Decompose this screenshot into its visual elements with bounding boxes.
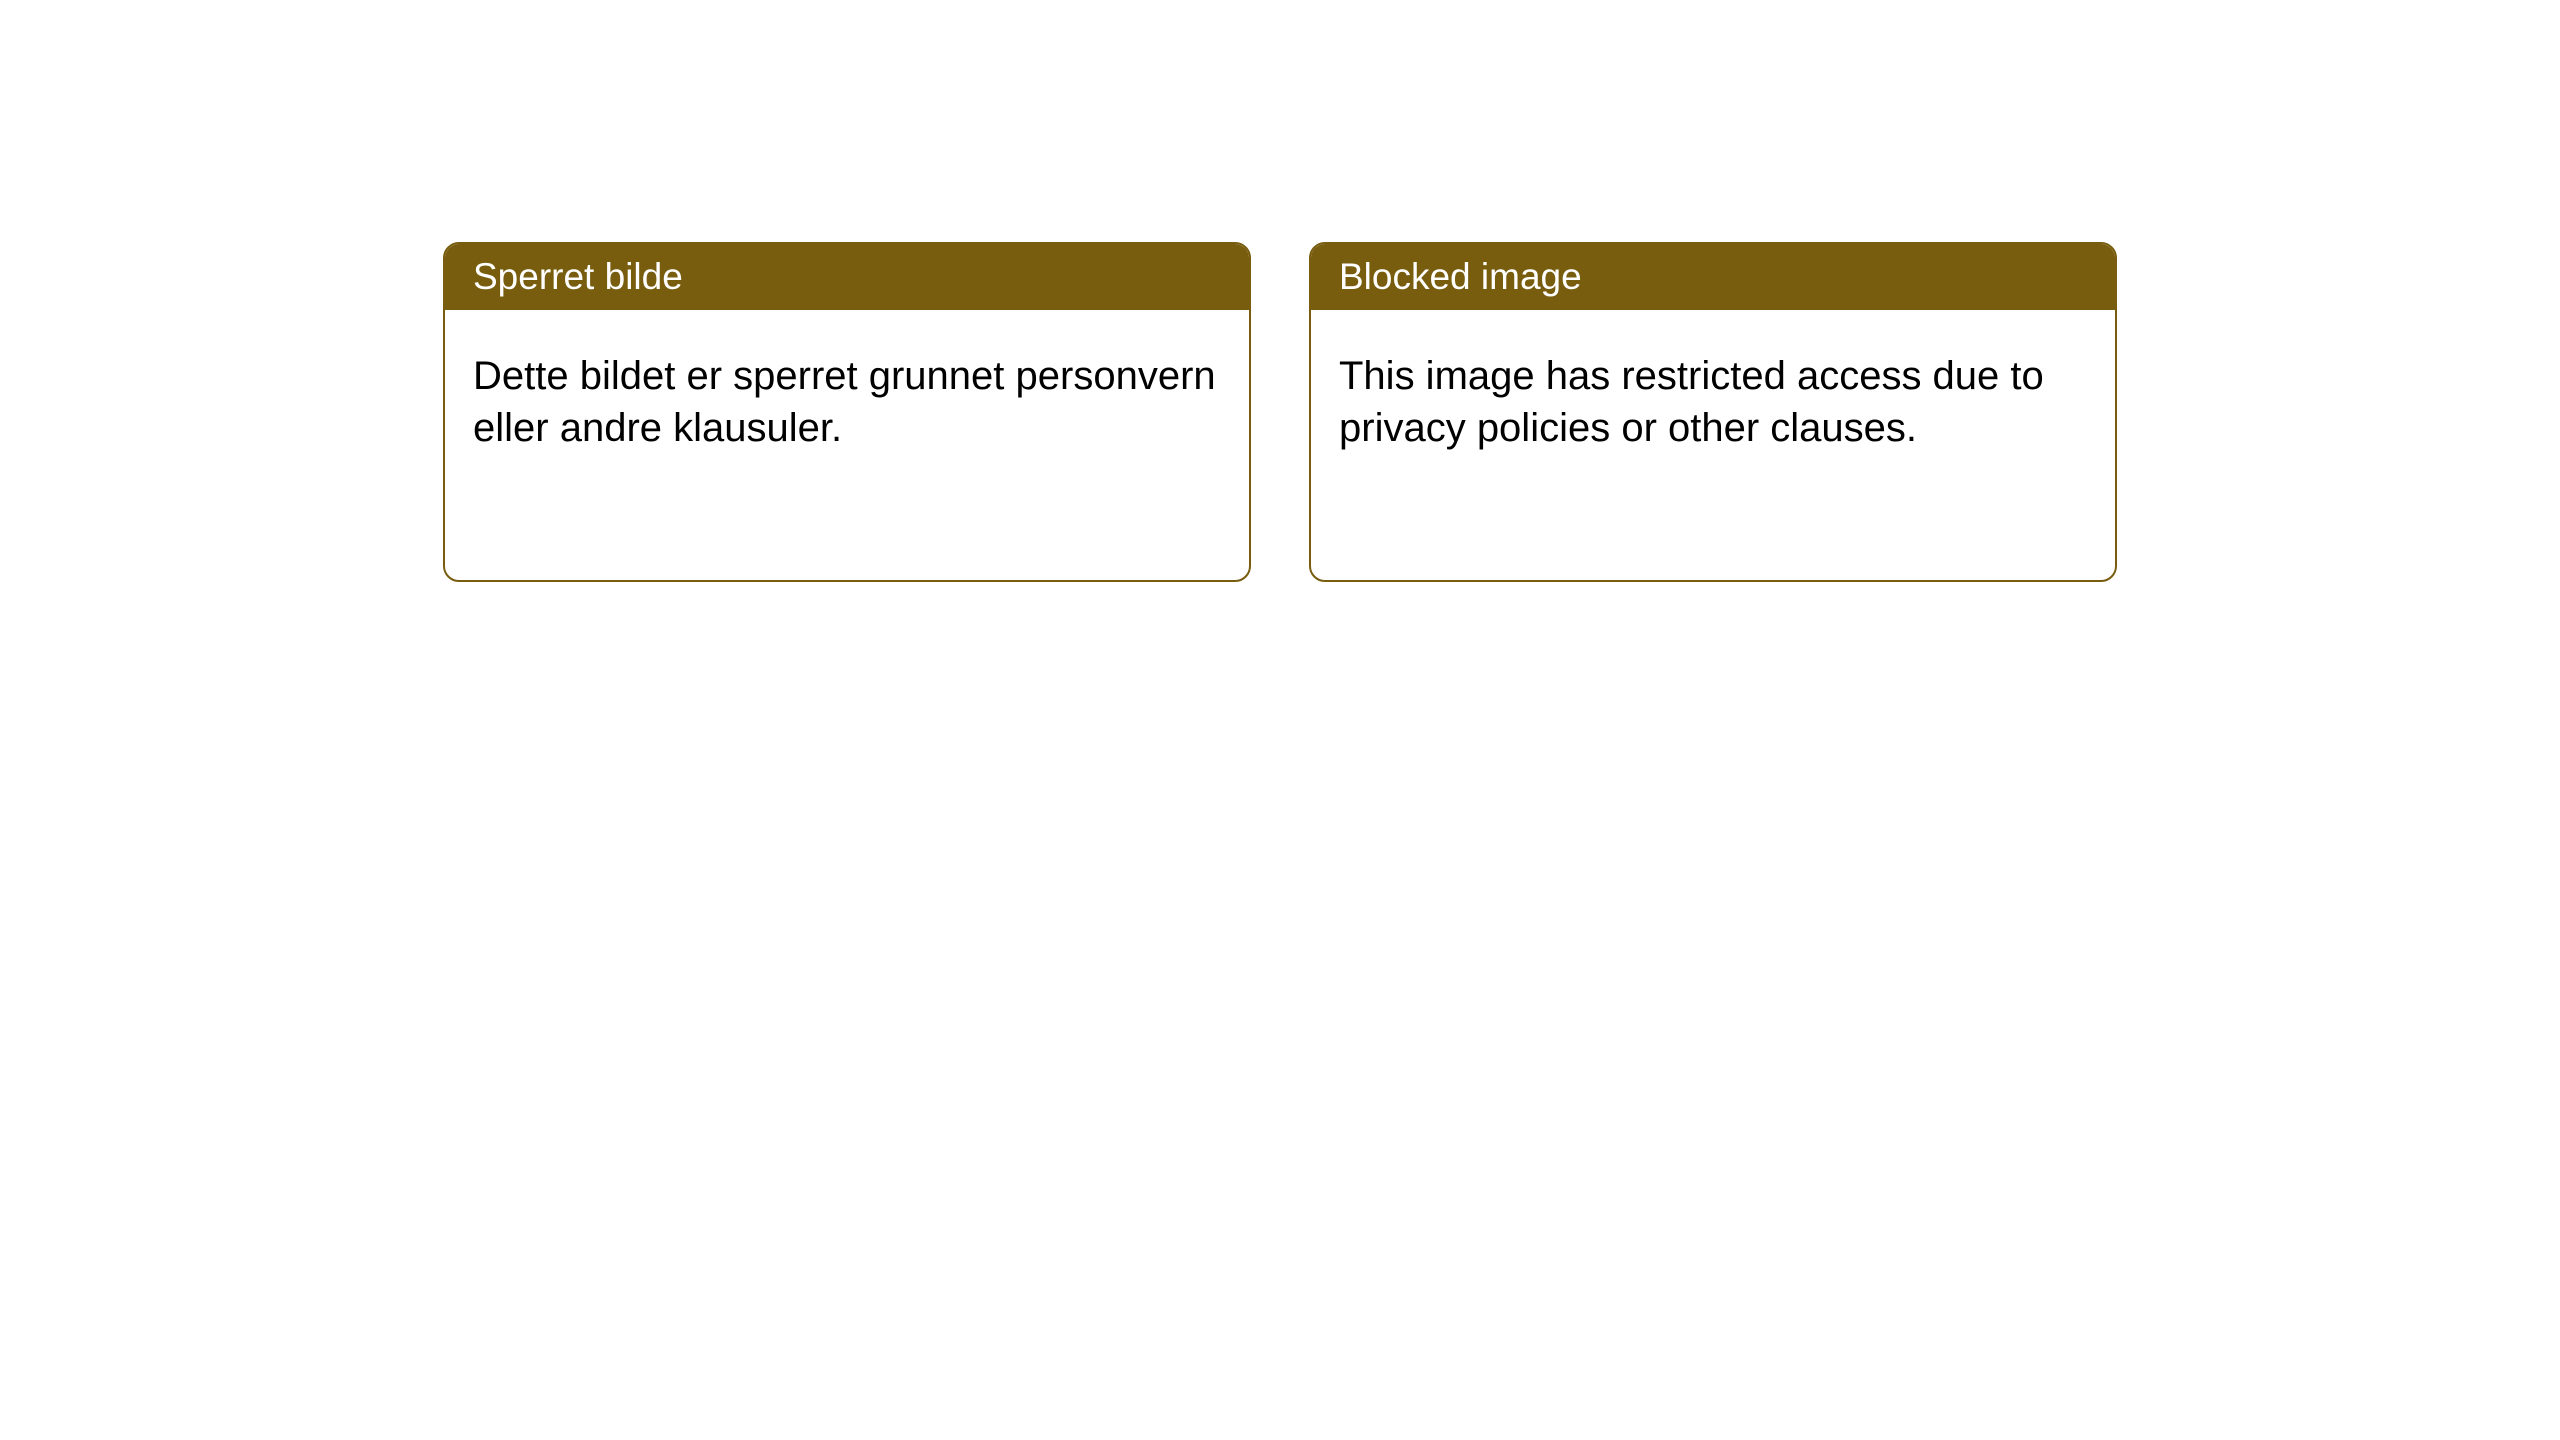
card-header: Blocked image [1311,244,2115,310]
card-title: Blocked image [1339,256,1582,297]
card-body: Dette bildet er sperret grunnet personve… [445,310,1249,494]
notice-card-english: Blocked image This image has restricted … [1309,242,2117,582]
card-body: This image has restricted access due to … [1311,310,2115,494]
notice-card-norwegian: Sperret bilde Dette bildet er sperret gr… [443,242,1251,582]
card-body-text: This image has restricted access due to … [1339,354,2044,450]
card-header: Sperret bilde [445,244,1249,310]
card-body-text: Dette bildet er sperret grunnet personve… [473,354,1216,450]
notice-cards-container: Sperret bilde Dette bildet er sperret gr… [443,242,2117,1440]
card-title: Sperret bilde [473,256,683,297]
